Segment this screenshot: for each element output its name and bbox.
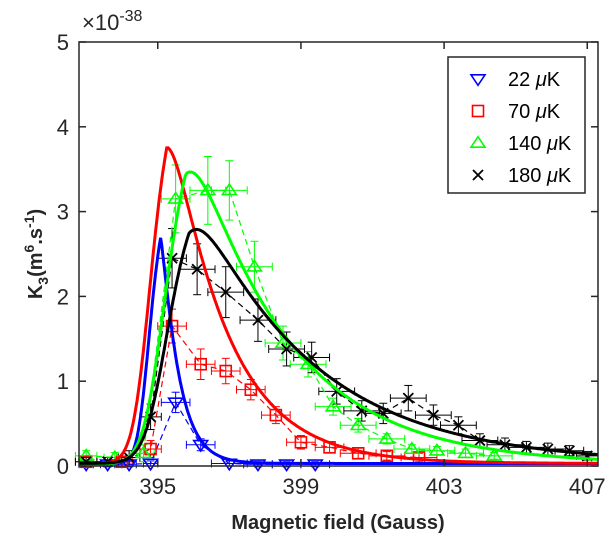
legend-140uk-unit: K — [558, 133, 572, 155]
ylabel-main: K — [25, 284, 47, 299]
y-tick-label: 2 — [57, 284, 69, 309]
series-2-dashed-line — [86, 189, 495, 459]
y-tick-label: 4 — [57, 115, 69, 140]
legend-label-140uk: 140 μK — [508, 133, 572, 155]
ylabel-sup2: -1 — [21, 215, 37, 228]
fit-curves-layer — [79, 146, 599, 466]
series-3-point — [452, 419, 465, 431]
x-tick-label: 407 — [569, 474, 606, 499]
y-axis-title: K3(m6.s-1) — [21, 209, 51, 299]
x-tick-label: 399 — [283, 474, 320, 499]
series-3-dashed-line — [86, 257, 588, 463]
series-1-fit-curve — [79, 146, 598, 465]
series-0-point — [142, 458, 160, 472]
x-tick-label: 403 — [426, 474, 463, 499]
series-2-point — [77, 448, 95, 461]
ylabel-rest: (m — [25, 252, 47, 276]
series-3-point — [252, 314, 264, 326]
legend-label-22uk: 22 μK — [508, 69, 561, 91]
series-1-point — [194, 357, 207, 371]
series-2-point — [457, 445, 475, 459]
y-exponent-label: ×10-38 — [82, 8, 143, 35]
x-axis-title: Magnetic field (Gauss) — [231, 512, 444, 534]
ylabel-sup1: 6 — [21, 244, 37, 252]
series-2-point — [485, 448, 503, 461]
series-2-point — [324, 398, 342, 412]
legend: 22 μK 70 μK 140 μK 180 μK — [447, 56, 586, 194]
ylabel-sub: 3 — [35, 277, 51, 285]
y-exponent-prefix: ×10 — [82, 10, 119, 35]
legend-140uk-mu: μ — [546, 133, 558, 155]
series-0-legend-marker — [469, 74, 487, 87]
x-tick-label: 395 — [139, 474, 176, 499]
series-2-fit-curve — [79, 170, 599, 466]
series-1-point — [79, 455, 93, 469]
series-1-point — [294, 435, 308, 449]
y-tick-label: 3 — [57, 200, 69, 225]
legend-180uk-mu: μ — [546, 165, 558, 187]
legend-70uk-num: 70 — [508, 101, 536, 123]
series-3-point — [220, 286, 232, 298]
series-1-point — [244, 383, 258, 396]
legend-70uk-mu: μ — [535, 101, 547, 123]
series-2-legend-marker — [469, 135, 487, 148]
legend-70uk-unit: K — [547, 101, 561, 123]
series-2-point — [349, 417, 367, 431]
series-3-point — [402, 392, 414, 404]
series-2-point — [403, 441, 421, 455]
series-2-point — [428, 442, 446, 456]
series-2-point — [274, 335, 292, 349]
series-3-fit-curve — [79, 227, 598, 465]
ylabel-close: ) — [25, 209, 47, 216]
series-3-legend-marker — [472, 169, 484, 181]
series-1-legend-marker — [471, 104, 485, 118]
series-3-point — [280, 343, 293, 355]
y-tick-label: 1 — [57, 369, 69, 394]
series-2-point — [245, 258, 263, 272]
legend-180uk-unit: K — [558, 165, 572, 187]
series-2-point — [220, 182, 238, 196]
legend-22uk-mu: μ — [535, 69, 547, 91]
legend-label-70uk: 70 μK — [508, 101, 561, 123]
legend-22uk-num: 22 — [508, 69, 536, 91]
series-2-point — [134, 445, 152, 459]
series-2-point — [378, 431, 396, 444]
plot-frame — [78, 41, 599, 467]
legend-box — [447, 56, 586, 194]
y-tick-label: 5 — [57, 30, 69, 55]
y-exponent-value: -38 — [119, 8, 142, 25]
legend-140uk-num: 140 — [508, 133, 547, 155]
legend-22uk-unit: K — [547, 69, 561, 91]
legend-180uk-num: 180 — [508, 165, 547, 187]
y-tick-label: 0 — [57, 454, 69, 479]
series-1-point — [219, 364, 233, 378]
series-0-point — [167, 397, 185, 411]
series-3-point — [427, 409, 439, 421]
legend-markers — [469, 74, 487, 181]
series-3-point — [191, 263, 203, 275]
ylabel-mid: .s — [25, 228, 47, 245]
legend-label-180uk: 180 μK — [508, 165, 572, 187]
